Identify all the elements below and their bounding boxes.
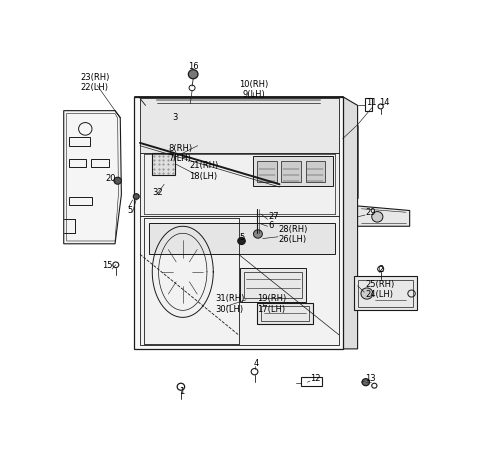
Polygon shape	[134, 96, 343, 349]
Bar	[253, 156, 334, 186]
Polygon shape	[257, 303, 313, 324]
Text: 10(RH)
9(LH): 10(RH) 9(LH)	[239, 80, 268, 99]
Bar	[301, 377, 322, 386]
Text: 19(RH)
17(LH): 19(RH) 17(LH)	[257, 294, 287, 314]
Bar	[257, 161, 276, 182]
Text: 11: 11	[367, 98, 377, 107]
Text: 2: 2	[378, 264, 384, 273]
Bar	[91, 159, 109, 167]
Text: 31(RH)
30(LH): 31(RH) 30(LH)	[216, 294, 245, 314]
Polygon shape	[140, 216, 339, 345]
Bar	[69, 159, 86, 167]
Circle shape	[362, 379, 370, 386]
Polygon shape	[140, 98, 339, 153]
Circle shape	[188, 70, 198, 79]
Bar	[305, 161, 325, 182]
Text: 20: 20	[105, 174, 116, 183]
Bar	[69, 197, 92, 205]
Text: 32: 32	[152, 188, 163, 197]
Bar	[261, 306, 309, 321]
Text: 12: 12	[310, 374, 321, 383]
Text: 4: 4	[253, 359, 259, 368]
Circle shape	[372, 212, 383, 222]
Polygon shape	[134, 96, 354, 106]
Circle shape	[114, 177, 121, 184]
Text: 25(RH)
24(LH): 25(RH) 24(LH)	[365, 280, 394, 299]
Bar	[281, 161, 300, 182]
Polygon shape	[149, 223, 335, 254]
Polygon shape	[354, 276, 417, 310]
Bar	[244, 272, 302, 298]
Text: 28(RH)
26(LH): 28(RH) 26(LH)	[278, 225, 308, 244]
Text: 16: 16	[188, 62, 199, 71]
Text: 3: 3	[173, 113, 178, 122]
Bar	[69, 136, 90, 147]
Polygon shape	[64, 111, 121, 244]
Text: 21(RH)
18(LH): 21(RH) 18(LH)	[190, 161, 219, 181]
Polygon shape	[140, 153, 339, 216]
Text: 15: 15	[102, 261, 112, 270]
Text: 1: 1	[180, 387, 185, 396]
Text: 8(RH)
7(LH): 8(RH) 7(LH)	[168, 144, 192, 163]
Text: 27: 27	[268, 212, 279, 221]
Text: 23(RH)
22(LH): 23(RH) 22(LH)	[81, 73, 110, 92]
Circle shape	[133, 194, 139, 199]
Text: 29: 29	[365, 208, 375, 217]
Polygon shape	[152, 153, 175, 175]
Text: 5: 5	[127, 206, 132, 215]
Polygon shape	[240, 268, 305, 302]
Text: 14: 14	[380, 98, 390, 107]
Polygon shape	[358, 206, 410, 226]
Text: 13: 13	[365, 374, 376, 383]
Polygon shape	[343, 96, 358, 349]
Bar	[365, 98, 372, 111]
Circle shape	[238, 238, 245, 244]
Circle shape	[361, 288, 373, 299]
Circle shape	[253, 230, 263, 238]
Text: 5: 5	[240, 233, 245, 243]
Text: 6: 6	[268, 221, 274, 230]
Bar	[358, 279, 413, 307]
